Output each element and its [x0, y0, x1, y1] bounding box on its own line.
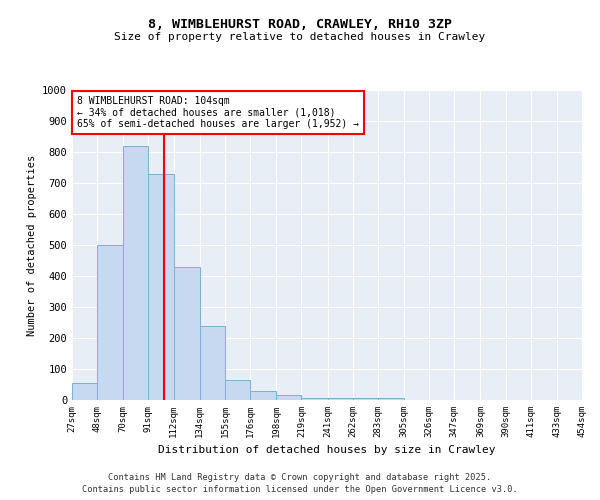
Bar	[225, 380, 250, 400]
Text: Contains HM Land Registry data © Crown copyright and database right 2025.: Contains HM Land Registry data © Crown c…	[109, 472, 491, 482]
Bar	[276, 396, 301, 400]
Bar	[148, 174, 173, 400]
Bar	[328, 398, 353, 400]
Bar	[124, 146, 148, 400]
Bar	[301, 398, 328, 400]
Bar	[200, 326, 225, 400]
Text: Size of property relative to detached houses in Crawley: Size of property relative to detached ho…	[115, 32, 485, 42]
Text: 8 WIMBLEHURST ROAD: 104sqm
← 34% of detached houses are smaller (1,018)
65% of s: 8 WIMBLEHURST ROAD: 104sqm ← 34% of deta…	[77, 96, 359, 130]
X-axis label: Distribution of detached houses by size in Crawley: Distribution of detached houses by size …	[158, 446, 496, 456]
Bar	[72, 383, 97, 400]
Text: 8, WIMBLEHURST ROAD, CRAWLEY, RH10 3ZP: 8, WIMBLEHURST ROAD, CRAWLEY, RH10 3ZP	[148, 18, 452, 30]
Y-axis label: Number of detached properties: Number of detached properties	[26, 154, 37, 336]
Bar	[97, 245, 124, 400]
Text: Contains public sector information licensed under the Open Government Licence v3: Contains public sector information licen…	[82, 485, 518, 494]
Bar	[378, 398, 404, 400]
Bar	[353, 398, 378, 400]
Bar	[250, 390, 276, 400]
Bar	[173, 266, 200, 400]
